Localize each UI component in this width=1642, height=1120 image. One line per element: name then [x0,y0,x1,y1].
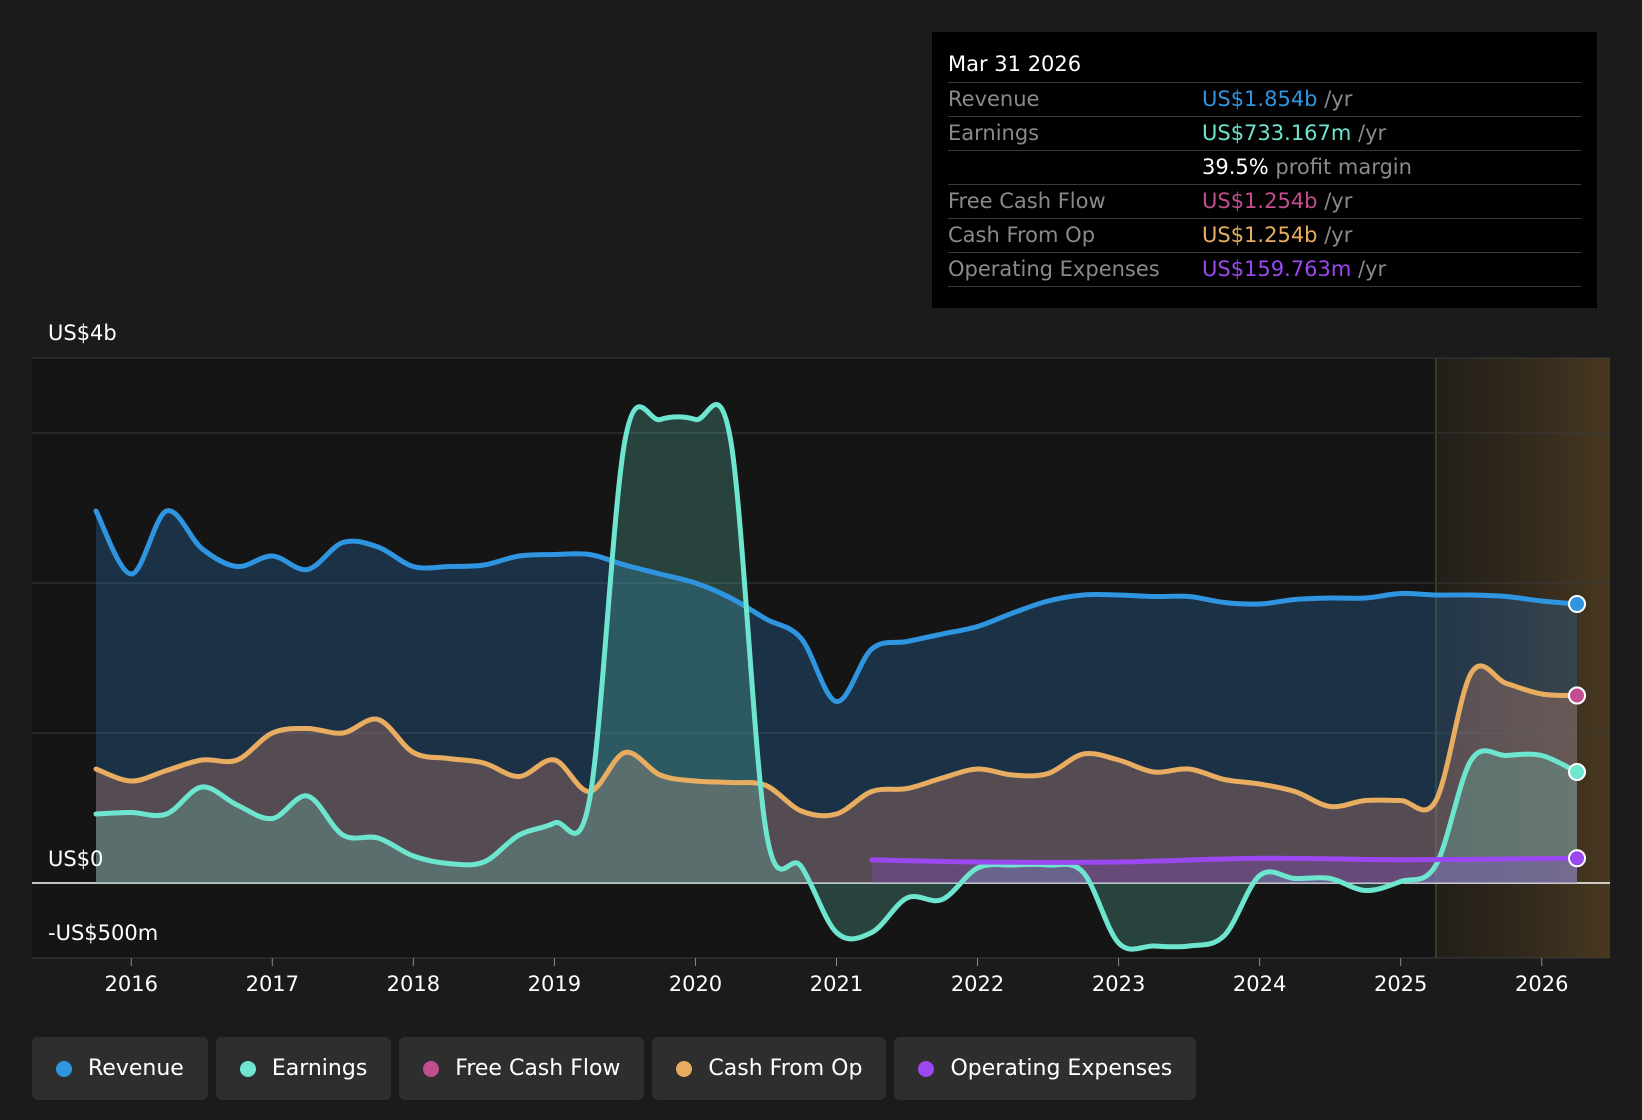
tooltip-value-text: US$733.167m [1202,121,1352,145]
legend-dot-icon [56,1060,72,1077]
legend: Revenue Earnings Free Cash Flow Cash From O… [32,1037,1197,1100]
tooltip-row: Free Cash Flow US$1.254b /yr [948,185,1581,219]
tooltip-unit-text: profit margin [1268,155,1412,179]
tooltip-value-text: US$1.254b [1202,189,1318,213]
tooltip-unit-text: /yr [1317,223,1353,247]
operating-expenses-end-point [1568,849,1586,868]
tooltip-value-text: US$1.854b [1202,87,1318,111]
tooltip-unit-text: /yr [1351,257,1387,281]
tooltip-row: Cash From Op US$1.254b /yr [948,219,1581,253]
revenue-area [96,510,1577,883]
legend-item-operating-expenses[interactable]: Operating Expenses [894,1037,1197,1100]
tooltip-unit-text: /yr [1317,87,1353,111]
tooltip-value-text: US$159.763m [1202,257,1352,281]
x-tick-label: 2016 [105,972,158,996]
tooltip-row-value: US$1.854b /yr [1202,83,1581,116]
tooltip-row: Earnings US$733.167m /yr [948,117,1581,151]
legend-label: Earnings [271,1056,368,1081]
x-tick-label: 2026 [1515,972,1568,996]
tooltip-row: Revenue US$1.854b /yr [948,83,1581,117]
x-tick-label: 2025 [1374,972,1427,996]
earnings-line [93,402,1580,952]
tooltip-row: Operating Expenses US$159.763m /yr [948,253,1581,287]
tooltip-value-text: 39.5% [1202,155,1269,179]
tooltip-row-label: Free Cash Flow [948,189,1106,213]
legend-item-cash-from-op[interactable]: Cash From Op [652,1037,887,1100]
tooltip-row-label: Operating Expenses [948,257,1160,281]
x-tick-label: 2023 [1092,972,1145,996]
x-tick-label: 2018 [387,972,440,996]
revenue-line [93,508,1580,704]
legend-dot-icon [918,1060,935,1077]
legend-item-revenue[interactable]: Revenue [32,1037,208,1100]
tooltip-row-value: 39.5% profit margin [1202,151,1581,184]
free-cash-flow-end-point [1568,686,1586,705]
legend-item-earnings[interactable]: Earnings [215,1037,392,1100]
legend-dot-icon [676,1060,693,1077]
y-label-bottom: -US$500m [48,921,158,945]
tooltip-date: Mar 31 2026 [948,46,1581,83]
tooltip-row-value: US$159.763m /yr [1202,253,1581,286]
tooltip-row-label: Earnings [948,121,1040,145]
tooltip-unit-text: /yr [1317,189,1353,213]
cash-from-op-area [96,665,1577,883]
y-label-top: US$4b [48,321,117,345]
legend-label: Free Cash Flow [455,1056,621,1081]
tooltip-row: 39.5% profit margin [948,151,1581,185]
x-tick-label: 2024 [1233,972,1286,996]
free-cash-flow-area [96,665,1577,883]
operating-expenses-line [869,855,1580,865]
legend-label: Cash From Op [708,1056,863,1081]
tooltip-row-label: Revenue [948,87,1040,111]
legend-label: Revenue [88,1056,184,1081]
x-tick-label: 2020 [669,972,722,996]
x-tick-label: 2017 [246,972,299,996]
x-tick-label: 2021 [810,972,863,996]
tooltip-value-text: US$1.254b [1202,223,1318,247]
tooltip-row-value: US$733.167m /yr [1202,117,1581,150]
tooltip-row-label [948,151,1202,184]
earnings-end-point [1568,763,1586,781]
tooltip-panel: Mar 31 2026 Revenue US$1.854b /yr Earnings… [932,32,1597,308]
y-label-zero: US$0 [48,847,103,871]
tooltip-row-value: US$1.254b /yr [1202,219,1581,252]
legend-dot-icon [423,1060,440,1077]
tooltip-row-label: Cash From Op [948,223,1096,247]
legend-item-free-cash-flow[interactable]: Free Cash Flow [399,1037,645,1100]
legend-dot-icon [239,1060,256,1077]
revenue-end-point [1568,595,1586,613]
cash-from-op-line [93,663,1580,819]
legend-label: Operating Expenses [950,1056,1173,1081]
x-tick-label: 2022 [951,972,1004,996]
tooltip-unit-text: /yr [1351,121,1387,145]
x-tick-label: 2019 [528,972,581,996]
tooltip-row-value: US$1.254b /yr [1202,185,1581,218]
